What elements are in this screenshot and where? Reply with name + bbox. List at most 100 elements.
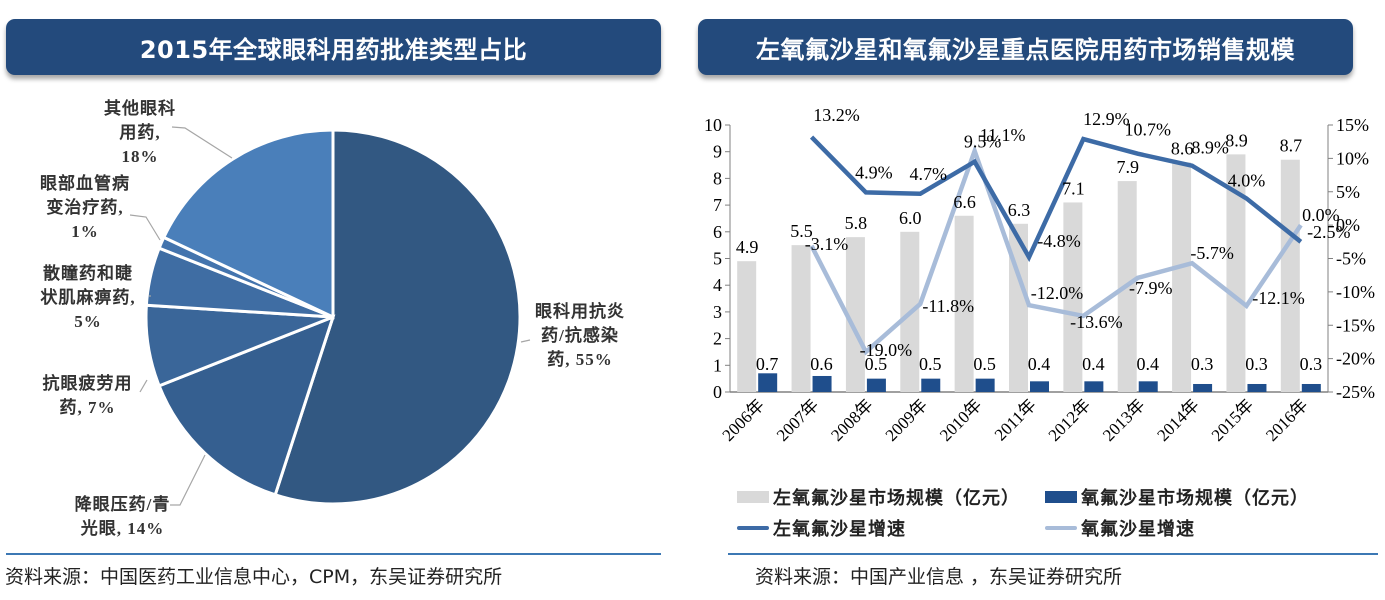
pie-label: 抗眼疲劳用 药, 7% (42, 374, 133, 417)
right-tick-label: -10% (1336, 282, 1375, 302)
line-oflox-label: -11.8% (922, 296, 974, 316)
left-tick-label: 9 (713, 142, 722, 162)
line-oflox-label: -19.0% (860, 340, 913, 360)
category-label: 2014年 (1153, 395, 1202, 444)
legend-item-oflox-line: 氧氟沙星增速 (1045, 515, 1195, 541)
right-tick-label: -25% (1336, 382, 1375, 402)
legend-label: 氧氟沙星增速 (1081, 519, 1195, 539)
bar-oflox (866, 378, 886, 392)
pie-slice (161, 128, 335, 320)
left-tick-label: 2 (713, 329, 722, 349)
bar-levo-label: 6.6 (953, 192, 976, 212)
bar-oflox (1301, 383, 1321, 392)
bar-oflox (1193, 383, 1213, 392)
line-levo-label: 4.9% (855, 162, 893, 182)
line-levo-label: 10.7% (1124, 120, 1171, 140)
pie-chart-title: 2015年全球眼科用药批准类型占比 (6, 19, 661, 75)
leader-line (170, 454, 206, 506)
category-label: 2008年 (827, 395, 876, 444)
line-oflox-label: -7.9% (1129, 278, 1173, 298)
line-oflox-label: -13.6% (1070, 312, 1123, 332)
right-tick-label: -20% (1336, 349, 1375, 369)
left-tick-label: 1 (713, 355, 722, 375)
legend-item-levo-line: 左氧氟沙星增速 (737, 515, 906, 541)
bar-levo-label: 8.6 (1171, 138, 1194, 158)
line-oflox-label: -5.7% (1190, 243, 1234, 263)
bar-levo (737, 261, 757, 392)
bar-levo-label: 7.1 (1062, 178, 1085, 198)
bar-levo-label: 6.3 (1008, 200, 1031, 220)
line-levo-label: 9.5% (964, 132, 1002, 152)
bar-chart-title: 左氧氟沙星和氧氟沙星重点医院用药市场销售规模 (698, 19, 1353, 75)
bar-oflox (975, 378, 995, 392)
bar-oflox-label: 0.4 (1082, 354, 1105, 374)
category-label: 2006年 (719, 395, 768, 444)
leader-line (139, 379, 148, 393)
right-tick-label: 0% (1336, 215, 1360, 235)
legend-swatch-blue-line (737, 526, 769, 530)
left-separator (6, 553, 661, 555)
line-levo-label: 4.7% (910, 164, 948, 184)
category-label: 2015年 (1208, 395, 1257, 444)
bar-levo-label: 7.9 (1116, 157, 1139, 177)
left-tick-label: 0 (713, 382, 722, 402)
bar-oflox (1084, 381, 1104, 392)
legend-swatch-gray-bar (737, 491, 769, 503)
pie-chart (129, 126, 531, 506)
line-oflox-growth (809, 144, 1303, 356)
bar-levo-label: 6.0 (899, 208, 922, 228)
leader-line (129, 214, 161, 241)
right-tick-label: 10% (1336, 148, 1369, 168)
right-source-note: 资料来源：中国产业信息 ，东吴证券研究所 (755, 566, 1123, 588)
bar-oflox (1138, 381, 1158, 392)
line-levo-label: 13.2% (813, 105, 860, 125)
bar-oflox-label: 0.4 (1028, 354, 1051, 374)
category-label: 2009年 (882, 395, 931, 444)
right-tick-label: -5% (1336, 249, 1366, 269)
line-oflox-label: 11.1% (980, 125, 1026, 145)
right-tick-label: 15% (1336, 115, 1369, 135)
category-label: 2016年 (1262, 395, 1311, 444)
bar-oflox-label: 0.3 (1300, 354, 1323, 374)
category-label: 2011年 (991, 395, 1040, 444)
bar-levo-label: 5.8 (845, 213, 868, 233)
line-oflox-label: -12.0% (1031, 283, 1084, 303)
pie-label: 降眼压药/青 光眼, 14% (74, 495, 171, 538)
pie-slice (273, 128, 522, 506)
bar-oflox-label: 0.5 (973, 354, 996, 374)
left-tick-label: 7 (713, 195, 722, 215)
right-separator (728, 553, 1378, 555)
bar-levo (1063, 202, 1083, 392)
line-oflox-label: -12.1% (1252, 288, 1305, 308)
legend-item-levo-bar: 左氧氟沙星市场规模（亿元） (737, 484, 1020, 510)
left-tick-label: 5 (713, 249, 722, 269)
legend-label: 氧氟沙星市场规模（亿元） (1081, 488, 1309, 508)
right-tick-label: 5% (1336, 182, 1360, 202)
bar-levo (845, 237, 865, 392)
bar-oflox-label: 0.4 (1136, 354, 1159, 374)
bar-oflox-label: 0.5 (919, 354, 942, 374)
pie-label: 散瞳药和睫 状肌麻痹药, 5% (40, 264, 136, 331)
legend-label: 左氧氟沙星市场规模（亿元） (773, 488, 1020, 508)
left-tick-label: 10 (704, 115, 722, 135)
line-levo-label: -4.8% (1037, 231, 1081, 251)
line-levo-growth (809, 135, 1303, 263)
bar-oflox-label: 0.3 (1191, 354, 1214, 374)
bar-levo (1172, 162, 1192, 392)
legend-item-oflox-bar: 氧氟沙星市场规模（亿元） (1045, 484, 1309, 510)
legend-label: 左氧氟沙星增速 (773, 519, 906, 539)
pie-slice (157, 314, 336, 497)
bar-oflox (1030, 381, 1049, 392)
category-label: 2010年 (936, 395, 985, 444)
left-tick-label: 8 (713, 168, 722, 188)
bar-oflox (758, 373, 778, 392)
line-levo-label: 12.9% (1083, 109, 1130, 129)
bar-oflox-label: 0.3 (1245, 354, 1268, 374)
legend-swatch-navy-bar (1045, 491, 1077, 503)
line-levo-label: -2.5% (1307, 222, 1351, 242)
combo-chart: 0 1 2 3 4 5 6 7 8 9 10 -25% -20% -15% -10% -5% 0% 5% 10% 15… (704, 105, 1375, 445)
category-label: 2007年 (773, 395, 822, 444)
pie-label: 其他眼科 用药, 18% (104, 99, 176, 166)
leader-line (520, 339, 531, 343)
